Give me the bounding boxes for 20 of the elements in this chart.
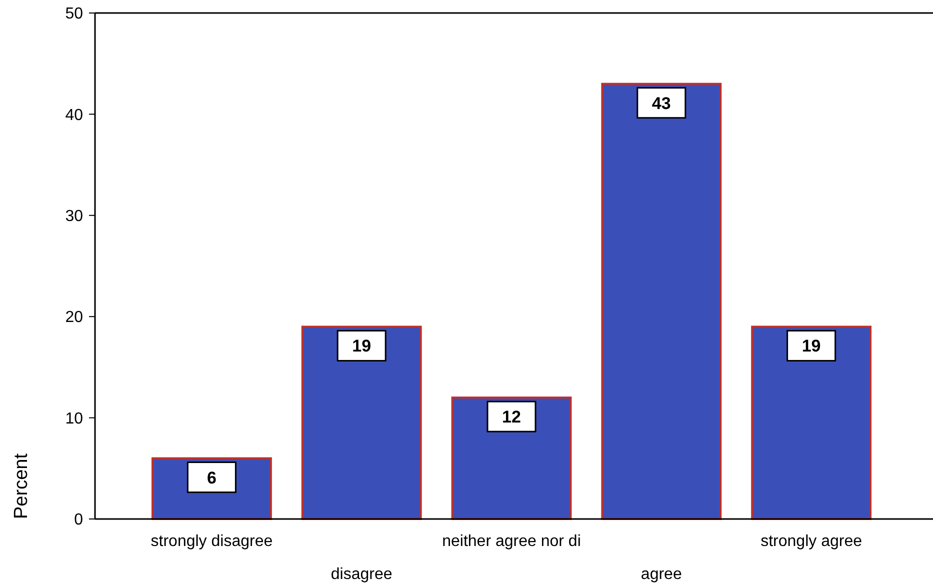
data-label: 6 xyxy=(206,468,216,488)
x-tick-label: strongly agree xyxy=(760,533,862,550)
y-tick-label: 0 xyxy=(74,512,84,529)
y-tick-label: 40 xyxy=(65,106,84,124)
x-tick-label: disagree xyxy=(330,566,392,583)
data-label: 19 xyxy=(802,336,821,356)
x-tick-label: neither agree nor di xyxy=(442,533,581,550)
y-tick-label: 50 xyxy=(65,6,84,23)
y-tick-label: 30 xyxy=(65,208,84,225)
y-tick-label: 20 xyxy=(65,309,84,326)
bar xyxy=(601,82,722,520)
bar xyxy=(751,326,872,520)
y-axis-title: Percent xyxy=(11,452,32,519)
data-label: 43 xyxy=(652,94,671,113)
data-label: 12 xyxy=(502,408,521,427)
x-tick-label: agree xyxy=(640,566,682,583)
data-label: 19 xyxy=(352,336,372,356)
y-tick-label: 10 xyxy=(65,410,84,428)
x-tick-label: strongly disagree xyxy=(150,533,273,550)
bar xyxy=(301,326,422,520)
